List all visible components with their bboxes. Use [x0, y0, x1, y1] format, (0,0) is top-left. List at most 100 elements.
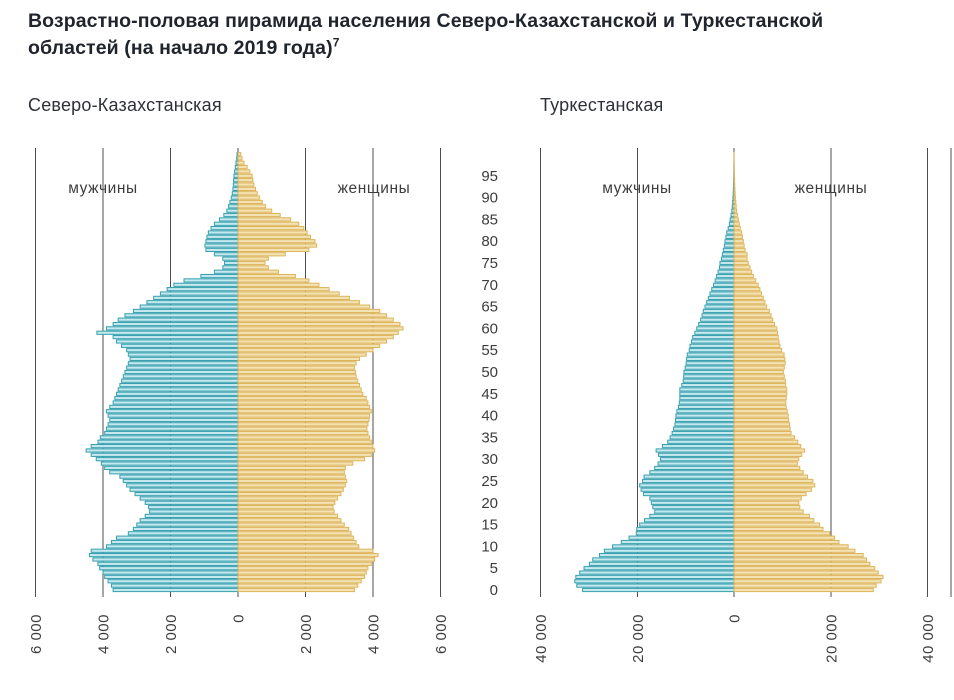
bar-male: [166, 287, 239, 292]
bar-male: [90, 444, 239, 449]
bar-male: [105, 326, 239, 331]
bar-male: [129, 356, 239, 362]
bar-female: [733, 391, 788, 396]
bar-female: [237, 378, 359, 383]
bar-male: [127, 361, 239, 366]
bar-male: [233, 173, 239, 178]
bar-female: [237, 160, 245, 165]
bar-male: [702, 308, 735, 314]
x-tick-label: 40 000: [920, 614, 937, 663]
bar-female: [237, 509, 335, 514]
bar-male: [714, 278, 735, 283]
bar-male: [139, 496, 239, 501]
bar-female: [237, 553, 379, 558]
bar-female: [733, 531, 831, 536]
bar-male: [116, 391, 239, 396]
bar-male: [654, 465, 735, 471]
bar-male: [92, 557, 239, 562]
bar-male: [640, 487, 735, 492]
bar-male: [105, 544, 239, 549]
age-tick-label: 85: [481, 211, 498, 228]
bar-female: [237, 239, 316, 244]
bar-male: [683, 374, 735, 379]
bar-female: [733, 278, 757, 283]
bar-female: [237, 566, 369, 571]
age-tick-label: 5: [490, 560, 498, 577]
bar-female: [733, 557, 868, 562]
bar-female: [237, 435, 371, 440]
bar-female: [733, 509, 804, 514]
bar-male: [213, 269, 239, 274]
bar-male: [620, 539, 735, 545]
bar-male: [104, 430, 239, 436]
bar-male: [579, 570, 735, 575]
x-tick-label: 6 000: [28, 614, 45, 654]
bar-female: [733, 426, 791, 431]
bar-female: [237, 561, 372, 566]
bar-female: [733, 352, 785, 357]
bar-male: [686, 352, 735, 357]
bar-male: [233, 178, 239, 183]
bar-female: [733, 444, 802, 449]
bar-male: [97, 439, 239, 444]
bar-male: [121, 378, 239, 383]
bar-female: [237, 448, 376, 453]
bar-female: [733, 566, 876, 571]
age-tick-label: 65: [481, 299, 498, 316]
bar-female: [237, 356, 360, 362]
bar-male: [99, 566, 239, 571]
bar-male: [232, 182, 239, 187]
bar-female: [237, 557, 376, 562]
bar-male: [686, 356, 735, 362]
bar-male: [675, 413, 735, 418]
age-tick-label: 20: [481, 495, 498, 512]
bar-female: [237, 164, 248, 170]
bar-female: [237, 470, 345, 475]
bar-male: [90, 452, 239, 457]
bar-female: [733, 348, 783, 353]
bar-female: [733, 321, 776, 327]
bar-female: [733, 518, 815, 523]
bar-female: [237, 308, 381, 314]
bar-male: [659, 457, 735, 462]
bar-male: [114, 396, 239, 401]
bar-female: [733, 330, 779, 335]
bar-male: [100, 461, 239, 466]
female-side-label: женщины: [338, 180, 411, 197]
bar-female: [237, 365, 355, 370]
bar-female: [733, 382, 787, 388]
bar-female: [733, 409, 788, 414]
bar-female: [237, 387, 362, 392]
bar-female: [733, 526, 824, 532]
bar-female: [733, 265, 751, 270]
bar-male: [205, 239, 239, 244]
bar-female: [237, 195, 261, 200]
bar-male: [159, 291, 239, 296]
bar-female: [733, 208, 738, 213]
bar-female: [237, 348, 374, 353]
bar-female: [733, 561, 871, 566]
bar-female: [237, 278, 310, 283]
bar-female: [733, 474, 809, 479]
bar-male: [230, 195, 239, 200]
bar-female: [237, 317, 394, 322]
bar-female: [733, 300, 766, 305]
bar-female: [733, 204, 737, 209]
bar-male: [644, 518, 735, 523]
bar-female: [237, 587, 355, 593]
bar-male: [674, 422, 735, 427]
bar-male: [716, 273, 735, 279]
bar-female: [237, 400, 369, 405]
bar-female: [733, 291, 763, 296]
bar-female: [733, 287, 761, 292]
bar-male: [213, 252, 239, 257]
age-tick-label: 90: [481, 190, 498, 207]
bar-female: [733, 457, 800, 462]
bar-female: [237, 260, 266, 266]
bar-male: [210, 226, 239, 231]
bar-male: [683, 369, 735, 375]
bar-female: [237, 579, 362, 584]
bar-male: [95, 457, 239, 462]
bar-female: [237, 191, 258, 196]
bar-female: [237, 539, 357, 545]
